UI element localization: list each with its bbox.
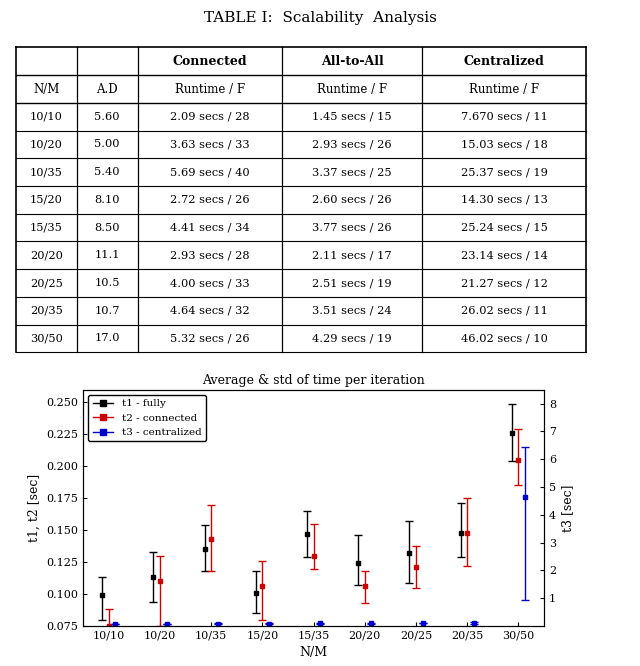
Text: 21.27 secs / 12: 21.27 secs / 12: [461, 278, 547, 288]
Text: 2.51 secs / 19: 2.51 secs / 19: [312, 278, 392, 288]
Text: 5.40: 5.40: [95, 167, 120, 177]
Text: 10.5: 10.5: [95, 278, 120, 288]
Text: 14.30 secs / 13: 14.30 secs / 13: [461, 195, 547, 205]
Text: 26.02 secs / 11: 26.02 secs / 11: [461, 306, 547, 316]
Text: 8.10: 8.10: [95, 195, 120, 205]
Text: 3.77 secs / 26: 3.77 secs / 26: [312, 222, 392, 232]
Text: 2.09 secs / 28: 2.09 secs / 28: [170, 112, 250, 122]
Title: Average & std of time per iteration: Average & std of time per iteration: [202, 374, 425, 387]
Text: 2.93 secs / 28: 2.93 secs / 28: [170, 250, 250, 260]
Text: 8.50: 8.50: [95, 222, 120, 232]
Text: 25.37 secs / 19: 25.37 secs / 19: [461, 167, 547, 177]
Text: 20/25: 20/25: [30, 278, 63, 288]
Text: N/M: N/M: [33, 83, 60, 95]
Text: 15.03 secs / 18: 15.03 secs / 18: [461, 139, 547, 149]
Text: 4.00 secs / 33: 4.00 secs / 33: [170, 278, 250, 288]
Text: Runtime / F: Runtime / F: [469, 83, 539, 95]
Text: 3.51 secs / 24: 3.51 secs / 24: [312, 306, 392, 316]
Text: 7.670 secs / 11: 7.670 secs / 11: [461, 112, 547, 122]
Text: 3.37 secs / 25: 3.37 secs / 25: [312, 167, 392, 177]
Legend: t1 - fully, t2 - connected, t3 - centralized: t1 - fully, t2 - connected, t3 - central…: [88, 395, 205, 442]
Text: Runtime / F: Runtime / F: [317, 83, 387, 95]
Text: TABLE I:  Scalability  Analysis: TABLE I: Scalability Analysis: [204, 11, 436, 25]
Text: 2.60 secs / 26: 2.60 secs / 26: [312, 195, 392, 205]
Text: 2.93 secs / 26: 2.93 secs / 26: [312, 139, 392, 149]
Text: 46.02 secs / 10: 46.02 secs / 10: [461, 334, 547, 344]
Y-axis label: t1, t2 [sec]: t1, t2 [sec]: [28, 474, 41, 542]
Text: 15/35: 15/35: [30, 222, 63, 232]
Text: 3.63 secs / 33: 3.63 secs / 33: [170, 139, 250, 149]
Text: A.D: A.D: [97, 83, 118, 95]
Y-axis label: t3 [sec]: t3 [sec]: [561, 484, 575, 531]
Text: All-to-All: All-to-All: [321, 55, 383, 68]
Text: Centralized: Centralized: [463, 55, 545, 68]
Text: 23.14 secs / 14: 23.14 secs / 14: [461, 250, 547, 260]
Text: 30/50: 30/50: [30, 334, 63, 344]
Text: 15/20: 15/20: [30, 195, 63, 205]
Text: 20/20: 20/20: [30, 250, 63, 260]
Text: 25.24 secs / 15: 25.24 secs / 15: [461, 222, 547, 232]
Text: 10/35: 10/35: [30, 167, 63, 177]
Text: Runtime / F: Runtime / F: [175, 83, 244, 95]
Text: 11.1: 11.1: [95, 250, 120, 260]
Text: 5.69 secs / 40: 5.69 secs / 40: [170, 167, 250, 177]
Text: 10.7: 10.7: [95, 306, 120, 316]
Text: 10/10: 10/10: [30, 112, 63, 122]
Text: 1.45 secs / 15: 1.45 secs / 15: [312, 112, 392, 122]
Text: 5.00: 5.00: [95, 139, 120, 149]
Text: 2.11 secs / 17: 2.11 secs / 17: [312, 250, 392, 260]
Text: 17.0: 17.0: [95, 334, 120, 344]
Text: Connected: Connected: [172, 55, 247, 68]
Text: 4.41 secs / 34: 4.41 secs / 34: [170, 222, 250, 232]
Text: 10/20: 10/20: [30, 139, 63, 149]
Text: 2.72 secs / 26: 2.72 secs / 26: [170, 195, 250, 205]
Text: 4.64 secs / 32: 4.64 secs / 32: [170, 306, 250, 316]
Text: 5.32 secs / 26: 5.32 secs / 26: [170, 334, 250, 344]
Text: 20/35: 20/35: [30, 306, 63, 316]
Text: 5.60: 5.60: [95, 112, 120, 122]
Text: 4.29 secs / 19: 4.29 secs / 19: [312, 334, 392, 344]
X-axis label: N/M: N/M: [300, 647, 328, 659]
